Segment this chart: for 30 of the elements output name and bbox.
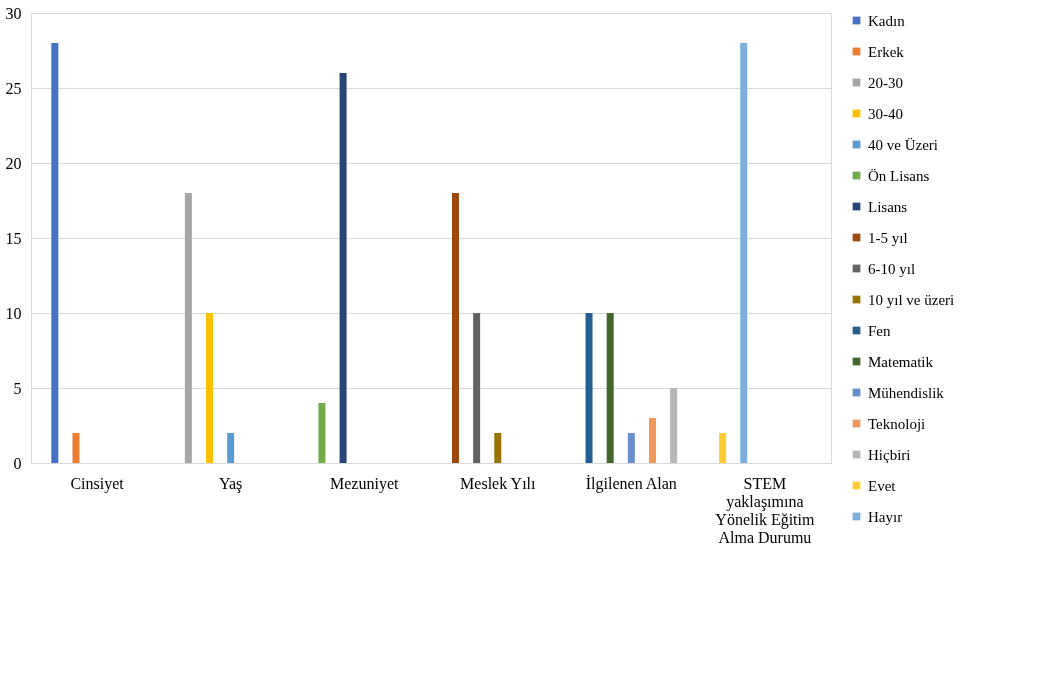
legend-label: Erkek	[868, 43, 905, 60]
y-tick-label: 5	[13, 379, 22, 397]
y-tick-label: 15	[5, 229, 22, 247]
legend-label: 20-30	[868, 74, 903, 91]
legend-label: Hiçbiri	[868, 446, 911, 463]
legend-label: 30-40	[868, 105, 903, 122]
legend-label: Ön Lisans	[868, 167, 930, 184]
y-tick-label: 10	[5, 304, 22, 322]
legend-label: Evet	[868, 477, 897, 494]
x-tick-label: Cinsiyet	[70, 474, 125, 493]
y-tick-label: 25	[5, 79, 22, 97]
x-tick-label: STEM yaklaşımına Yönelik Eğitim Alma Durumu	[715, 474, 815, 546]
legend-label: Hayır	[868, 508, 903, 525]
y-tick-label: 20	[5, 154, 22, 172]
x-tick-label: Yaş	[219, 474, 243, 493]
legend-label: 6-10 yıl	[868, 260, 916, 277]
x-tick-label: İlgilenen Alan	[585, 474, 677, 493]
legend-label: 10 yıl ve üzeri	[868, 291, 955, 308]
legend-label: Fen	[868, 322, 891, 339]
legend-label: 1-5 yıl	[868, 229, 908, 246]
legend-label: Kadın	[868, 12, 906, 29]
legend-label: Teknoloji	[868, 415, 926, 432]
x-tick-label: Meslek Yılı	[460, 474, 537, 492]
y-tick-label: 0	[13, 454, 22, 472]
x-tick-label: Mezuniyet	[330, 474, 399, 493]
legend-label: Matematik	[868, 353, 934, 370]
legend-label: 40 ve Üzeri	[868, 136, 938, 153]
y-tick-label: 30	[5, 4, 22, 22]
legend-label: Lisans	[868, 198, 908, 215]
legend-label: Mühendislik	[868, 384, 945, 401]
